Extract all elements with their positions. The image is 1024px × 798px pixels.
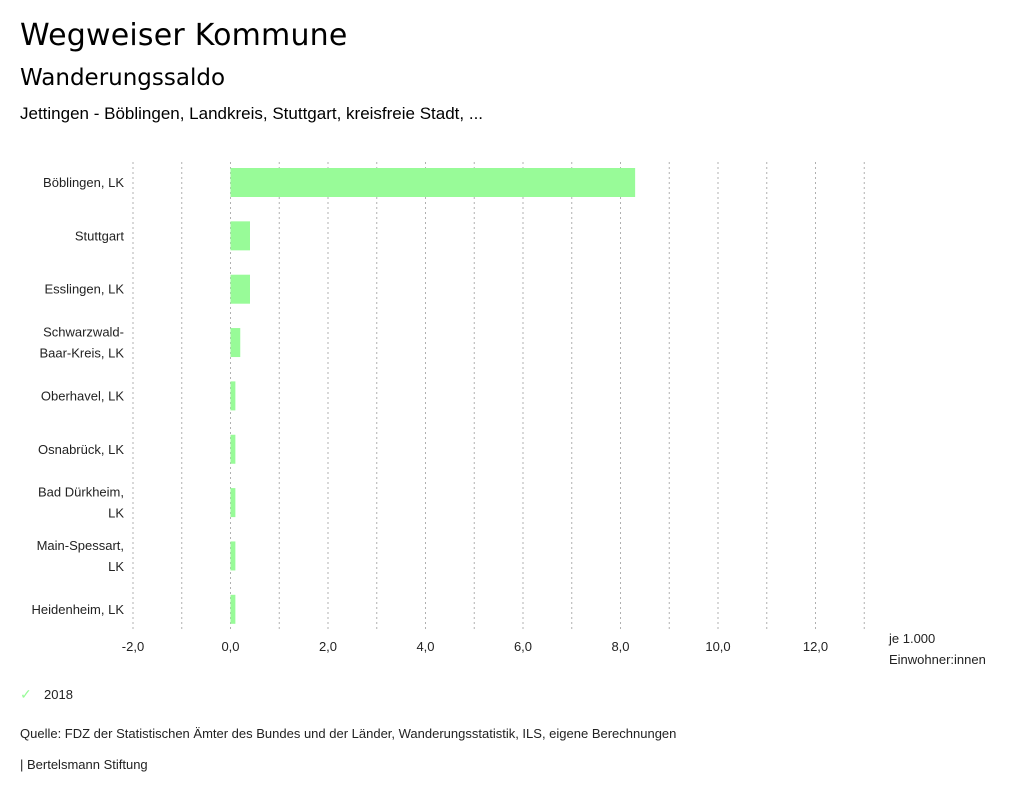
x-tick-labels: -2,0 0,0 2,0 4,0 6,0 8,0 10,0 12,0 <box>122 639 828 654</box>
category-label: Schwarzwald- <box>43 325 124 340</box>
x-tick-label: 12,0 <box>803 639 828 654</box>
bars <box>230 168 636 624</box>
page-title: Wegweiser Kommune <box>20 18 348 53</box>
x-axis-unit-line-1: je 1.000 <box>889 631 936 646</box>
x-tick-label: 6,0 <box>514 639 532 654</box>
brand-credit: | Bertelsmann Stiftung <box>20 757 148 772</box>
bar[interactable] <box>230 274 251 304</box>
bar[interactable] <box>230 434 236 464</box>
x-tick-label: 4,0 <box>416 639 434 654</box>
x-axis-unit-line-2: Einwohner:innen <box>889 652 986 667</box>
category-label: Main-Spessart, <box>37 538 124 553</box>
bar[interactable] <box>230 594 236 624</box>
bar[interactable] <box>230 328 241 358</box>
x-tick-label: -2,0 <box>122 639 144 654</box>
chart-subtitle: Wanderungssaldo <box>20 65 226 91</box>
x-tick-label: 0,0 <box>221 639 239 654</box>
legend-item-2018[interactable]: ✓ 2018 <box>20 686 73 703</box>
bar-chart: Böblingen, LK Stuttgart Esslingen, LK Schwa… <box>32 162 865 654</box>
category-label: Esslingen, LK <box>45 282 125 297</box>
bar[interactable] <box>230 488 236 518</box>
bar[interactable] <box>230 541 236 571</box>
category-label: Bad Dürkheim, <box>38 485 124 500</box>
bar[interactable] <box>230 221 251 251</box>
category-label: Böblingen, LK <box>43 175 124 190</box>
category-label: Baar-Kreis, LK <box>39 346 124 361</box>
x-tick-label: 8,0 <box>611 639 629 654</box>
category-label: Oberhavel, LK <box>41 388 124 403</box>
x-tick-label: 10,0 <box>705 639 730 654</box>
category-labels: Böblingen, LK Stuttgart Esslingen, LK Schwa… <box>32 175 125 617</box>
bar[interactable] <box>230 168 636 197</box>
category-label: Stuttgart <box>75 228 125 243</box>
legend-label: 2018 <box>44 687 73 702</box>
category-label: LK <box>108 506 124 521</box>
gridlines <box>132 162 865 632</box>
x-axis-unit-label: je 1.000 Einwohner:innen <box>889 628 986 670</box>
source-note: Quelle: FDZ der Statistischen Ämter des … <box>20 726 677 741</box>
bar[interactable] <box>230 381 236 411</box>
x-tick-label: 2,0 <box>319 639 337 654</box>
region-selection: Jettingen - Böblingen, Landkreis, Stuttg… <box>20 104 484 123</box>
check-icon: ✓ <box>20 686 32 702</box>
category-label: Osnabrück, LK <box>38 442 124 457</box>
category-label: Heidenheim, LK <box>32 602 125 617</box>
category-label: LK <box>108 559 124 574</box>
